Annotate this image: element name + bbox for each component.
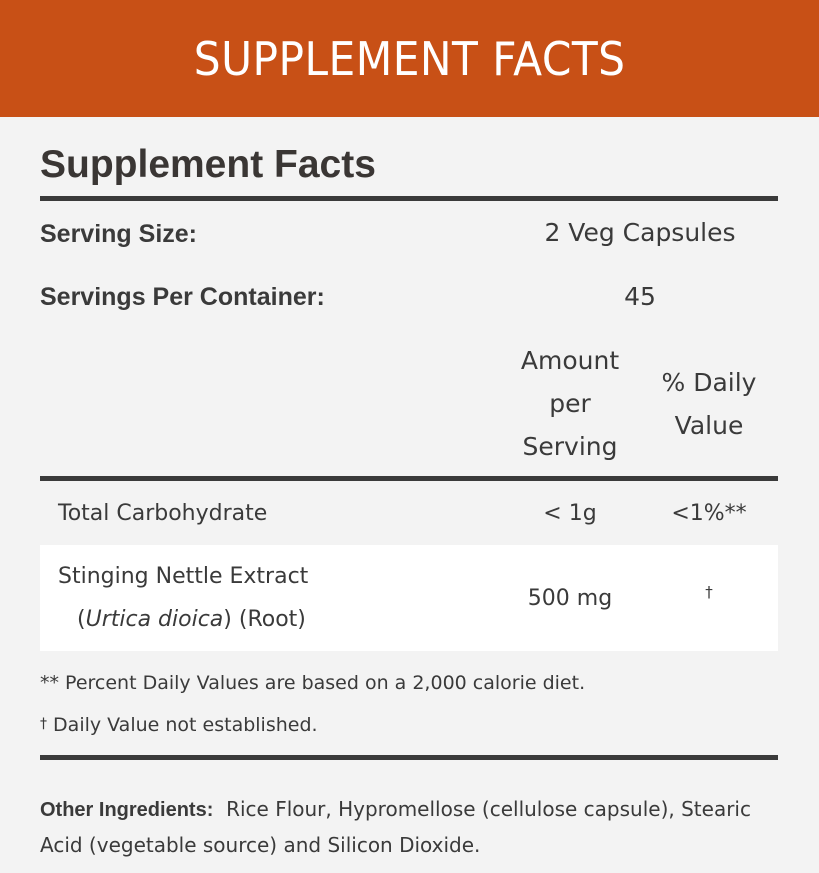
latin-name: Urtica dioica: [85, 607, 224, 632]
daily-value-header: % Daily Value: [640, 361, 778, 447]
facts-title: Supplement Facts: [40, 143, 376, 186]
nutrient-daily-value: †: [705, 583, 713, 601]
header-line: per: [549, 389, 591, 418]
divider-thick: [40, 755, 778, 760]
footnote-not-established: † Daily Value not established.: [40, 714, 318, 736]
other-ingredients-label: Other Ingredients:: [40, 799, 214, 821]
servings-per-container-label: Servings Per Container:: [40, 283, 325, 311]
servings-per-container-value: 45: [624, 282, 656, 311]
dagger-mark: †: [40, 716, 47, 732]
header-banner: SUPPLEMENT FACTS: [0, 0, 819, 117]
plant-part: ) (Root): [223, 607, 306, 632]
divider-thick: [40, 476, 778, 481]
banner-title: SUPPLEMENT FACTS: [193, 31, 626, 86]
nutrient-botanical-name: (Urtica dioica) (Root): [77, 607, 306, 632]
paren: (: [77, 607, 86, 632]
header-line: Amount: [520, 346, 620, 375]
nutrient-name: Stinging Nettle Extract: [58, 564, 309, 589]
nutrient-amount: 500 mg: [527, 586, 613, 611]
nutrient-name: Total Carbohydrate: [58, 501, 268, 526]
footnote-text: Daily Value not established.: [47, 714, 318, 736]
amount-per-serving-header: Amount per Serving: [500, 339, 640, 468]
nutrient-daily-value: <1%**: [671, 501, 747, 526]
serving-size-value: 2 Veg Capsules: [544, 218, 736, 247]
other-ingredients-text: Rice Flour, Hypromellose (cellulose caps…: [40, 797, 751, 857]
nutrient-amount: < 1g: [543, 501, 597, 526]
other-ingredients: Other Ingredients: Rice Flour, Hypromell…: [40, 792, 778, 863]
nutrient-row: Total Carbohydrate < 1g <1%**: [40, 483, 778, 545]
footnote-daily-values: ** Percent Daily Values are based on a 2…: [40, 672, 586, 694]
nutrient-row: Stinging Nettle Extract (Urtica dioica) …: [40, 545, 778, 651]
header-line: Value: [674, 411, 744, 440]
divider-thick: [40, 196, 778, 201]
header-line: Serving: [522, 432, 618, 461]
serving-size-label: Serving Size:: [40, 220, 197, 248]
header-line: % Daily: [661, 368, 757, 397]
